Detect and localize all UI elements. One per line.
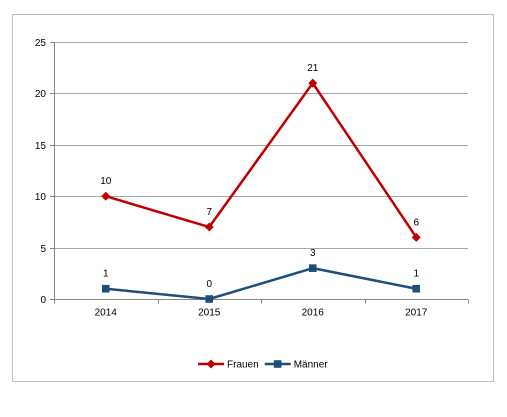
data-label: 0 [206,279,212,290]
series-lines [105,81,418,301]
legend-label: Frauen [227,360,259,371]
x-tick-labels: 2014 2015 2016 2017 [95,308,428,319]
legend: Frauen Männer [198,359,329,371]
legend-label: Männer [294,360,329,371]
data-label: 3 [310,248,316,259]
y-tick-label: 0 [40,295,46,306]
grid-lines [54,42,468,249]
series-line-mnner [105,266,417,301]
chart-border [12,14,494,382]
data-point [205,295,214,303]
data-point [101,284,110,293]
x-tick-label: 2017 [405,308,428,319]
data-point [308,264,317,272]
data-label: 21 [307,63,319,74]
data-label: 7 [206,207,212,218]
data-point [412,284,421,293]
y-tick-label: 25 [35,38,47,49]
y-tick-label: 10 [35,192,47,203]
data-point [411,232,421,242]
axes [50,42,469,304]
legend-marker [273,360,282,368]
x-tick-label: 2014 [95,308,118,319]
data-label: 1 [103,269,109,280]
series-line-frauen [105,81,418,239]
data-label: 10 [100,176,112,187]
data-label: 1 [413,269,419,280]
data-point [308,78,318,88]
y-tick-labels: 0 5 10 15 20 25 [35,38,47,306]
data-point [204,222,214,232]
y-tick-label: 5 [40,244,46,255]
series-markers [101,78,421,303]
x-tick-label: 2016 [302,308,325,319]
y-tick-label: 20 [35,89,47,100]
data-label: 6 [413,217,419,228]
legend-marker [206,359,216,369]
y-tick-label: 15 [35,141,47,152]
x-tick-label: 2015 [198,308,221,319]
data-point [101,191,111,201]
